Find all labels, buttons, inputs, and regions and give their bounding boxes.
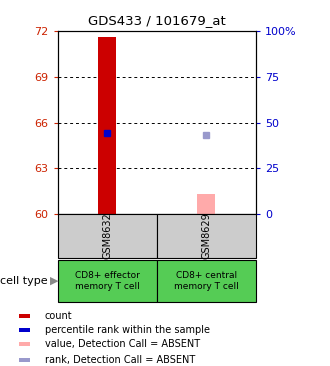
- Text: CD8+ central
memory T cell: CD8+ central memory T cell: [174, 271, 239, 291]
- Bar: [19, 358, 30, 362]
- Bar: [19, 343, 30, 346]
- Title: GDS433 / 101679_at: GDS433 / 101679_at: [88, 14, 226, 27]
- Bar: [19, 314, 30, 318]
- Text: value, Detection Call = ABSENT: value, Detection Call = ABSENT: [45, 339, 200, 349]
- Bar: [58, 260, 157, 302]
- Text: percentile rank within the sample: percentile rank within the sample: [45, 325, 210, 335]
- Bar: [157, 214, 256, 258]
- Text: cell type: cell type: [0, 276, 48, 286]
- Text: CD8+ effector
memory T cell: CD8+ effector memory T cell: [75, 271, 140, 291]
- Bar: [19, 328, 30, 332]
- Bar: [98, 37, 116, 214]
- Text: GSM8629: GSM8629: [201, 213, 211, 259]
- Bar: [58, 214, 157, 258]
- Text: ▶: ▶: [50, 276, 59, 286]
- Bar: [157, 260, 256, 302]
- Text: rank, Detection Call = ABSENT: rank, Detection Call = ABSENT: [45, 355, 195, 365]
- Text: GSM8632: GSM8632: [102, 213, 112, 259]
- Text: count: count: [45, 311, 72, 321]
- Bar: [197, 194, 215, 214]
